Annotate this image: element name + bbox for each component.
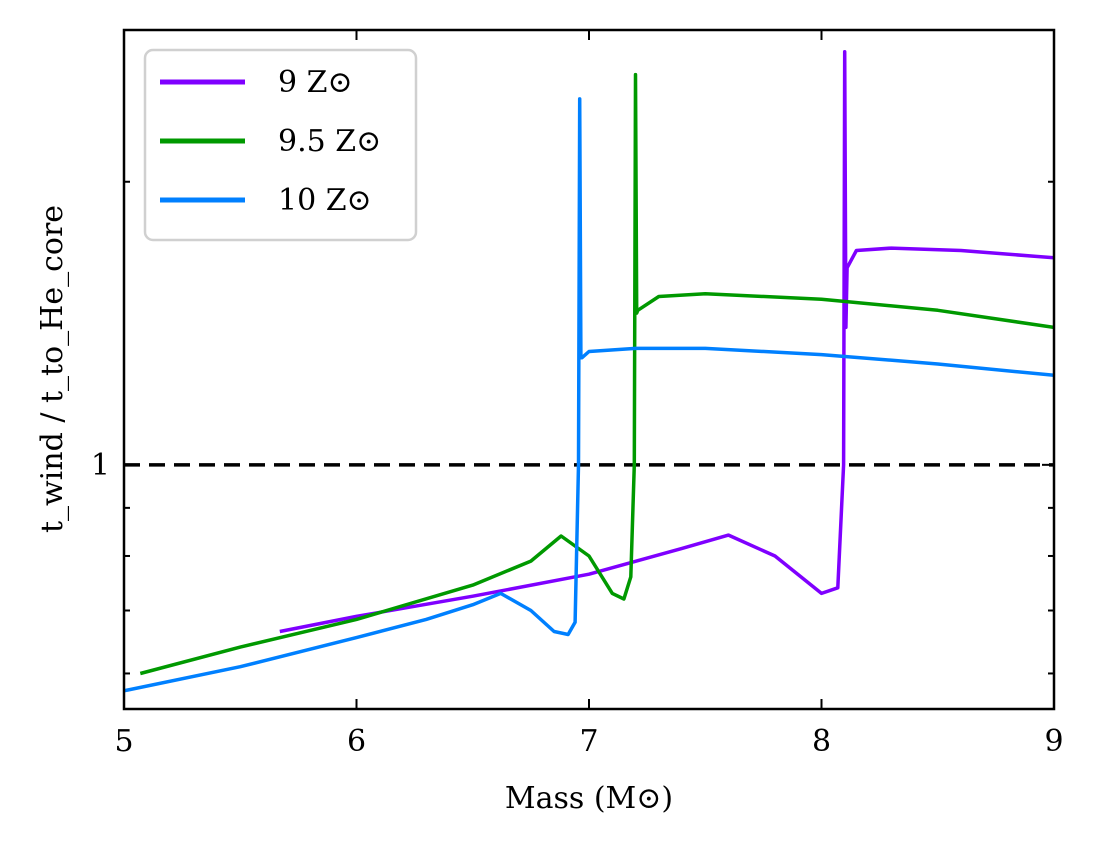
x-ticks: 5 6 7 8 9 [114,30,1064,759]
x-tick-label: 8 [812,724,831,759]
x-tick-label: 5 [114,724,133,759]
x-tick-label: 7 [579,724,598,759]
x-tick-label: 9 [1044,724,1063,759]
legend: 9 Z⊙ 9.5 Z⊙ 10 Z⊙ [143,48,418,242]
legend-label: 9 Z⊙ [278,65,353,100]
y-tick-label: 1 [91,448,110,483]
plot-frame [122,28,1056,711]
legend-box [143,48,418,242]
legend-label: 9.5 Z⊙ [278,124,381,159]
series-lines [124,49,1054,693]
series-line-0 [279,49,1054,634]
y-ticks: 1 [91,180,1054,675]
series-line-2 [124,97,1054,693]
x-axis-label: Mass (M⊙) [505,781,673,816]
series-line-1 [139,72,1054,676]
legend-label: 10 Z⊙ [278,183,372,218]
x-tick-label: 6 [347,724,366,759]
y-axis-label: t_wind / t_to_He_core [35,205,70,533]
